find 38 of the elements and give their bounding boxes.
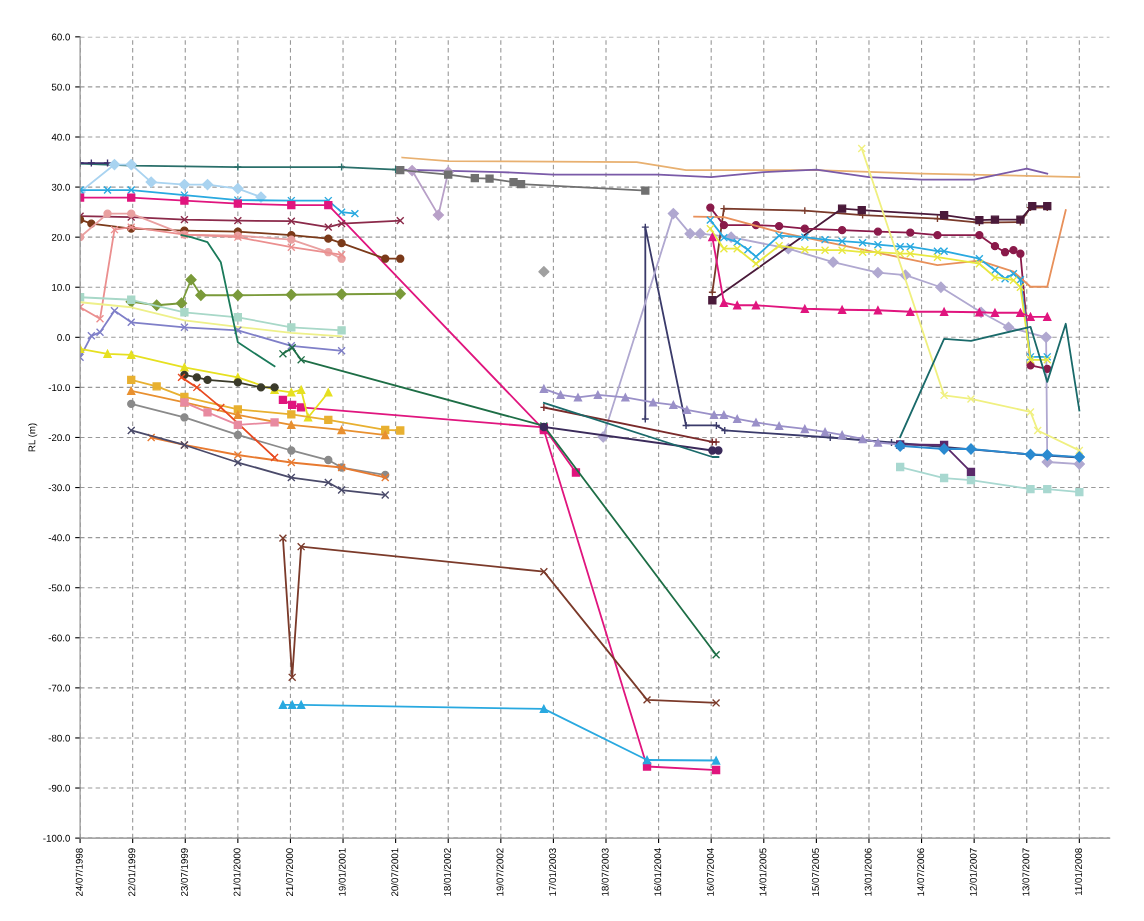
x-tick-label: 19/01/2001	[338, 848, 346, 896]
y-tick-label: 10.0	[52, 283, 70, 291]
y-tick-label: -100.0	[43, 834, 70, 842]
y-tick-label: -80.0	[48, 734, 70, 742]
x-tick-label: 12/01/2007	[969, 848, 977, 896]
x-tick-label: 18/01/2002	[443, 848, 451, 896]
x-tick-label: 11/01/2008	[1074, 848, 1082, 896]
x-tick-label: 16/01/2004	[654, 848, 662, 896]
y-tick-label: -50.0	[48, 584, 70, 592]
y-tick-label: 20.0	[51, 233, 70, 241]
y-tick-label: 30.0	[51, 183, 70, 191]
x-tick-label: 20/07/2001	[391, 848, 399, 896]
y-tick-label: -40.0	[48, 534, 70, 542]
y-tick-label: -70.0	[48, 684, 70, 692]
y-tick-label: 40.0	[51, 133, 70, 141]
y-tick-label: -20.0	[48, 434, 70, 442]
x-tick-label: 14/01/2005	[759, 848, 767, 896]
y-tick-label: 50.0	[51, 83, 70, 91]
x-tick-label: 21/01/2000	[233, 848, 241, 896]
y-tick-label: -60.0	[48, 634, 70, 642]
x-tick-label: 23/07/1999	[180, 848, 188, 896]
x-tick-label: 15/07/2005	[811, 848, 819, 896]
y-tick-label: -90.0	[48, 784, 70, 792]
x-tick-label: 21/07/2000	[285, 848, 294, 896]
y-tick-label: -10.0	[48, 384, 70, 392]
y-axis-title: RL (m)	[28, 423, 38, 452]
y-tick-label: 0.0	[57, 334, 70, 341]
y-tick-label: 60.0	[51, 33, 70, 41]
x-tick-label: 19/07/2002	[496, 848, 504, 896]
x-tick-label: 24/07/1998	[75, 848, 83, 896]
x-tick-label: 13/07/2007	[1022, 848, 1030, 896]
x-tick-label: 13/01/2006	[864, 848, 872, 896]
x-tick-label: 16/07/2004	[706, 848, 714, 896]
x-tick-label: 18/07/2003	[601, 848, 609, 896]
x-tick-label: 14/07/2006	[917, 848, 925, 896]
y-tick-label: -30.0	[48, 484, 70, 492]
x-tick-label: 22/01/1999	[128, 848, 136, 896]
x-tick-label: 17/01/2003	[548, 848, 557, 896]
